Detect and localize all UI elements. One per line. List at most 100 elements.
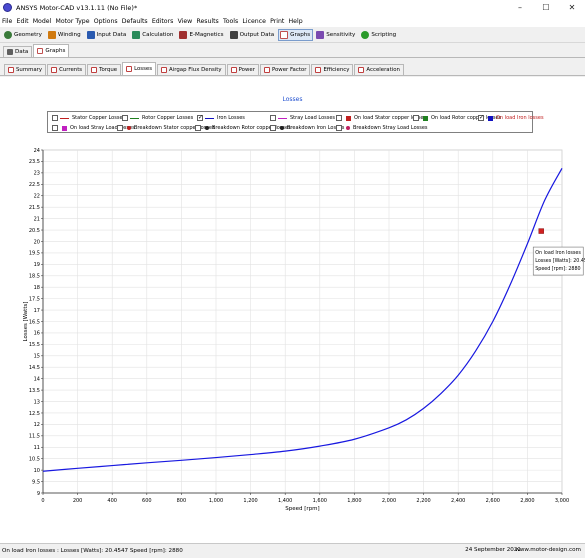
x-tick-label: 2,200 [416,498,430,504]
legend-checkbox[interactable] [478,114,484,121]
tab-summary[interactable]: Summary [4,64,47,75]
legend-breakdown-stator-copper-losses[interactable]: Breakdown Stator copper losses [117,124,215,132]
input-data-button[interactable]: Input Data [85,29,130,41]
y-tick-label: 19.5 [29,251,40,257]
legend-on-load-iron-losses[interactable]: On load Iron losses [478,114,544,122]
menu-edit[interactable]: Edit [16,17,29,25]
output-data-button[interactable]: Output Data [228,29,278,41]
x-tick-label: 1,800 [347,498,361,504]
menu-help[interactable]: Help [288,17,303,25]
legend-label: Stator Copper Losses [72,115,126,121]
x-tick-label: 1,400 [278,498,292,504]
x-tick-label: 800 [177,498,187,504]
legend-rotor-copper-losses[interactable]: Rotor Copper Losses [122,114,193,122]
legend-iron-losses[interactable]: Iron Losses [197,114,245,122]
tab-data[interactable]: Data [3,46,33,57]
menu-print[interactable]: Print [270,17,285,25]
minimize-icon[interactable]: – [518,3,522,12]
menu-licence[interactable]: Licence [242,17,266,25]
legend-checkbox[interactable] [270,115,276,121]
legend-square-marker [423,115,428,121]
geometry-button[interactable]: Geometry [2,29,45,41]
tab-summary-label: Summary [16,67,43,73]
tab-losses-label: Losses [134,66,153,72]
y-tick-label: 20 [34,239,40,245]
legend-checkbox[interactable] [52,125,58,131]
scripting-button[interactable]: Scripting [359,29,399,41]
legend-dot-marker [127,126,131,130]
menu-results[interactable]: Results [196,17,219,25]
winding-button[interactable]: Winding [46,29,84,41]
legend-checkbox[interactable] [122,115,128,121]
tab-power-factor[interactable]: Power Factor [259,64,311,75]
calculation-button[interactable]: Calculation [130,29,176,41]
y-tick-label: 22 [34,194,40,200]
y-tick-label: 12 [34,422,40,428]
legend-breakdown-stray-load-losses[interactable]: Breakdown Stray Load Losses [336,124,428,132]
x-axis-label: Speed [rpm] [285,506,319,512]
legend-checkbox[interactable] [336,125,342,131]
legend-on-load-rotor-copper-losses[interactable]: On load Rotor copper losses [413,114,501,122]
legend-stray-load-losses[interactable]: Stray Load Losses [270,114,335,122]
legend-checkbox[interactable] [270,125,276,131]
menu-tools[interactable]: Tools [222,17,239,25]
menu-editors[interactable]: Editors [151,17,174,25]
status-website: www.motor-design.com [515,547,581,553]
legend-on-load-stray-load-losses[interactable]: On load Stray Load losses [52,124,135,132]
tab-data-label: Data [15,49,29,55]
y-tick-label: 14 [34,376,40,382]
legend-checkbox[interactable] [52,115,58,121]
tab-currents-label: Currents [59,67,83,73]
legend-stator-copper-losses[interactable]: Stator Copper Losses [52,114,125,122]
x-tick-label: 400 [107,498,117,504]
tab-graphs[interactable]: Graphs [33,44,70,57]
y-tick-label: 23.5 [29,159,40,165]
e-magnetics-button[interactable]: E-Magnetics [177,29,226,41]
menu-motor-type[interactable]: Motor Type [55,17,90,25]
tab-torque[interactable]: Torque [87,64,122,75]
menu-view[interactable]: View [177,17,193,25]
input-data-label: Input Data [96,32,127,38]
y-tick-label: 11 [34,445,40,451]
menu-model[interactable]: Model [32,17,52,25]
legend-label: On load Stray Load losses [70,125,135,131]
tab-airgap-flux-density[interactable]: Airgap Flux Density [157,64,226,75]
graphs-label: Graphs [290,32,311,38]
y-tick-label: 13.5 [29,388,40,394]
menu-defaults[interactable]: Defaults [121,17,148,25]
legend-checkbox[interactable] [117,125,123,131]
legend-checkbox[interactable] [195,125,201,131]
close-icon[interactable]: ✕ [568,3,576,12]
y-tick-label: 10.5 [29,457,40,463]
tab-losses[interactable]: Losses [122,62,157,75]
chart-legend: Stator Copper Losses Rotor Copper Losses… [47,111,544,133]
legend-on-load-stator-copper-losses[interactable]: On load Stator copper losses [336,114,426,122]
y-tick-label: 21.5 [29,205,40,211]
tab-acceleration[interactable]: Acceleration [354,64,404,75]
tab-efficiency[interactable]: Efficiency [311,64,354,75]
legend-checkbox[interactable] [413,115,419,121]
legend-dot-marker [205,126,209,130]
maximize-icon[interactable]: ☐ [542,3,550,12]
legend-breakdown-iron-losses[interactable]: Breakdown Iron Losses [270,124,344,132]
x-tick-label: 2,600 [486,498,500,504]
chart-icon [230,67,237,73]
input-data-icon [86,31,95,39]
y-tick-label: 11.5 [29,434,40,440]
menu-options[interactable]: Options [93,17,118,25]
menu-file[interactable]: File [2,17,13,25]
tab-currents[interactable]: Currents [47,64,87,75]
legend-checkbox[interactable] [336,115,342,121]
title-bar: ANSYS Motor-CAD v13.1.11 (No File)* – ☐ … [0,0,585,15]
winding-icon [47,31,56,39]
y-axis-label: Losses [Watts] [23,302,29,342]
legend-checkbox[interactable] [197,114,203,121]
calculation-label: Calculation [142,32,174,38]
legend-breakdown-rotor-copper-losses[interactable]: Breakdown Rotor copper losses [195,124,291,132]
tab-power[interactable]: Power [226,64,259,75]
window-title: ANSYS Motor-CAD v13.1.11 (No File)* [16,3,138,12]
graphs-button[interactable]: Graphs [278,29,314,41]
sensitivity-button[interactable]: Sensitivity [314,29,358,41]
x-tick-label: 3,000 [555,498,569,504]
